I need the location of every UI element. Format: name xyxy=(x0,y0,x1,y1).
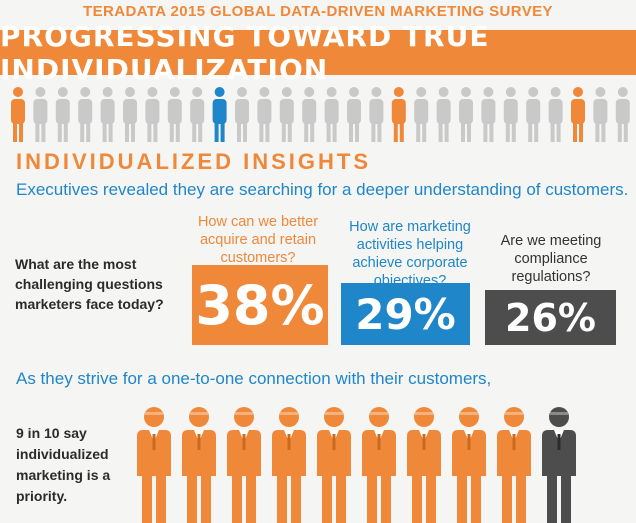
section-title: INDIVIDUALIZED INSIGHTS xyxy=(16,149,372,174)
person-icon xyxy=(391,87,406,142)
person-icon xyxy=(548,87,563,142)
person-icon xyxy=(436,87,451,142)
stat-value-objectives: 29% xyxy=(341,283,470,345)
person-icon xyxy=(123,87,137,142)
person-icon xyxy=(272,407,306,523)
person-icon xyxy=(347,87,361,142)
person-icon xyxy=(362,407,396,523)
section-lead: Executives revealed they are searching f… xyxy=(16,180,629,199)
person-icon xyxy=(100,87,115,142)
stat-question-objectives: How are marketing activities helping ach… xyxy=(349,219,471,289)
person-icon xyxy=(542,407,576,523)
person-icon xyxy=(302,87,317,142)
connection-lead: As they strive for a one-to-one connecti… xyxy=(16,369,492,388)
person-icon xyxy=(407,407,441,523)
person-icon xyxy=(593,87,608,142)
person-icon xyxy=(78,87,93,142)
crowd-illustration xyxy=(11,87,630,142)
person-icon xyxy=(167,87,182,142)
person-icon xyxy=(503,87,518,142)
person-icon xyxy=(459,87,473,142)
banner-title: PROGRESSING TOWARD TRUE INDIVIDUALIZATIO… xyxy=(0,20,636,86)
person-icon xyxy=(526,87,541,142)
people-illustration xyxy=(137,407,576,523)
person-icon xyxy=(55,87,70,142)
person-icon xyxy=(317,407,351,523)
person-icon xyxy=(212,87,227,142)
person-icon xyxy=(497,407,531,523)
stat-value-compliance: 26% xyxy=(485,290,616,345)
person-icon xyxy=(615,87,630,142)
person-icon xyxy=(414,87,429,142)
stat-question-acquire: How can we better acquire and retain cus… xyxy=(197,214,319,266)
person-icon xyxy=(33,87,48,142)
priority-claim: 9 in 10 say individualized marketing is … xyxy=(16,425,111,504)
survey-title: TERADATA 2015 GLOBAL DATA-DRIVEN MARKETI… xyxy=(83,3,553,20)
person-icon xyxy=(137,407,171,523)
person-icon xyxy=(369,87,384,142)
stat-question-compliance: Are we meeting compliance regulations? xyxy=(500,233,602,285)
person-icon xyxy=(257,87,272,142)
person-icon xyxy=(235,87,249,142)
person-icon xyxy=(324,87,339,142)
person-icon xyxy=(481,87,496,142)
person-icon xyxy=(11,87,25,142)
person-icon xyxy=(182,407,216,523)
stat-value-acquire: 38% xyxy=(192,265,328,345)
person-icon xyxy=(571,87,585,142)
person-icon xyxy=(190,87,205,142)
person-icon xyxy=(452,407,486,523)
person-icon xyxy=(145,87,160,142)
person-icon xyxy=(279,87,294,142)
challenge-question: What are the most challenging questions … xyxy=(15,256,164,312)
person-icon xyxy=(227,407,261,523)
